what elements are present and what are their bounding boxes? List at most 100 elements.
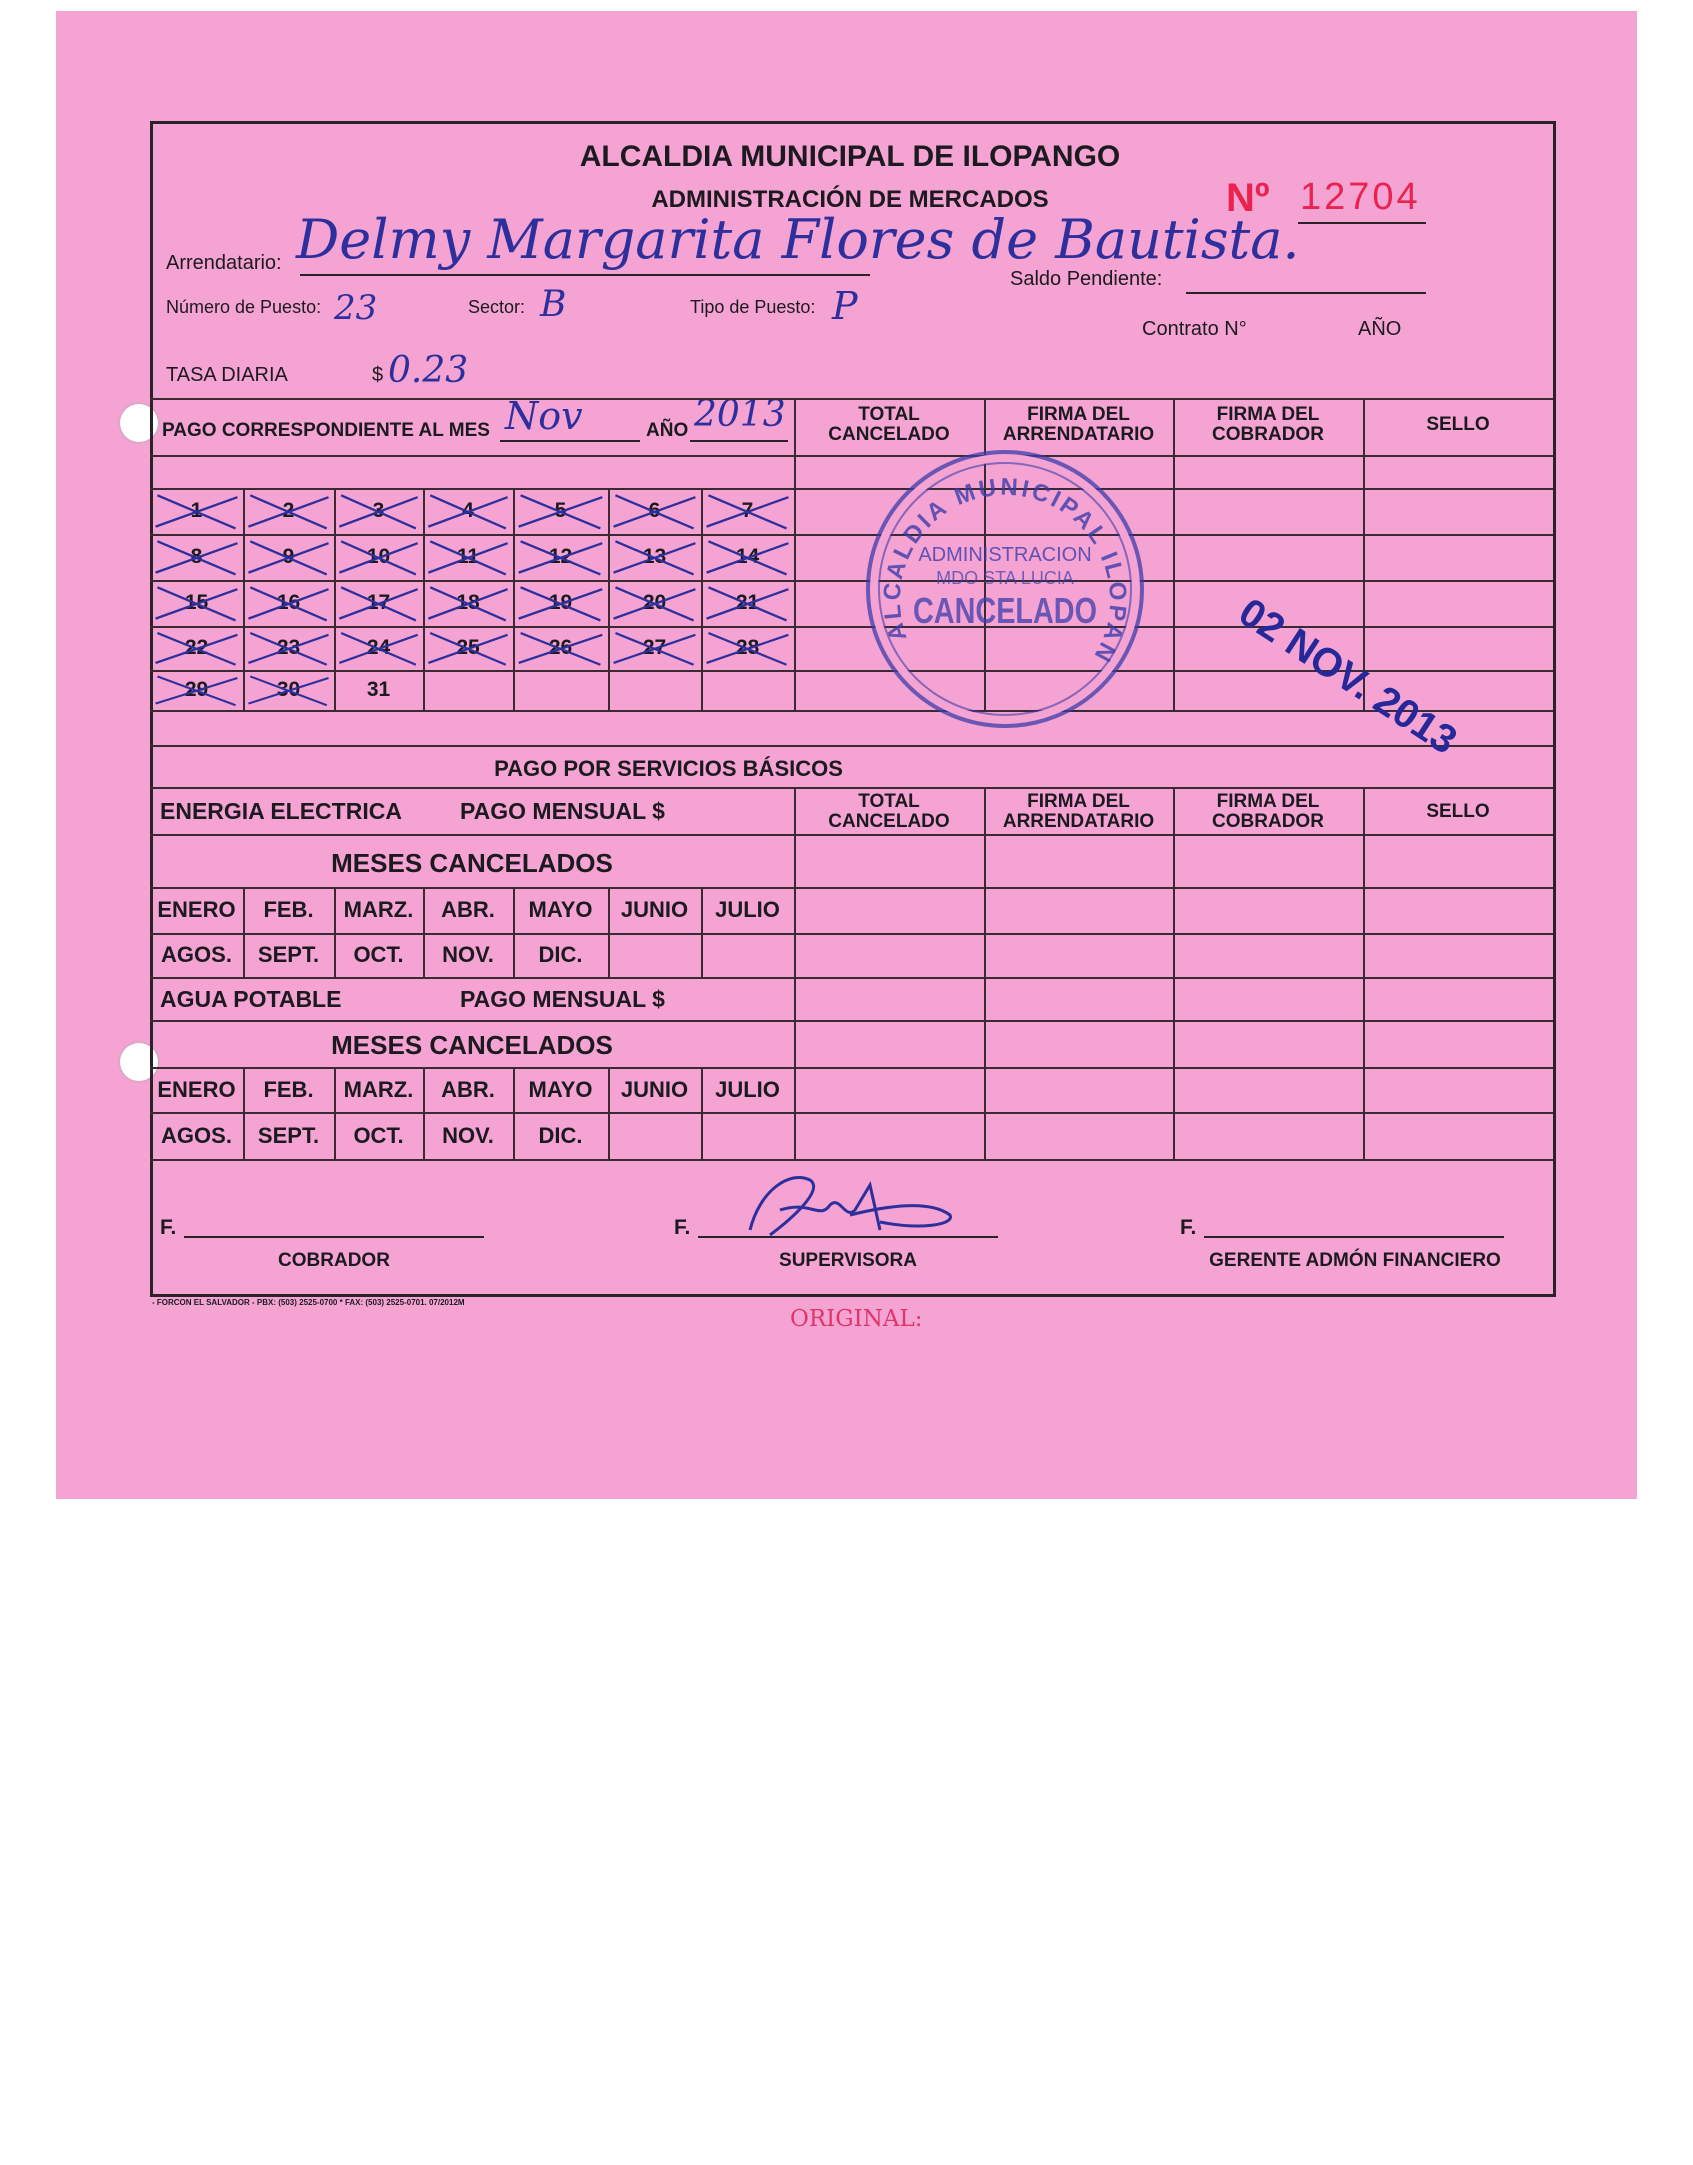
table-rule <box>150 488 1553 490</box>
day-cell: 4 <box>423 488 513 534</box>
day-cell: 5 <box>513 488 608 534</box>
contrato-anio-label: AÑO <box>1358 318 1402 340</box>
column-header: TOTAL CANCELADO <box>828 404 950 445</box>
day-cell: 20 <box>608 580 701 626</box>
month-cell: JUNIO <box>620 1076 689 1102</box>
cross-mark-icon <box>248 540 329 576</box>
sig-gerente-label: GERENTE ADMÓN FINANCIERO <box>1209 1250 1501 1271</box>
column-header: FIRMA DEL COBRADOR <box>1212 404 1324 445</box>
table-rule <box>150 787 1553 789</box>
cross-mark-icon <box>518 494 603 530</box>
table-rule <box>150 1067 1553 1069</box>
month-column-rule <box>701 887 703 977</box>
cross-mark-icon <box>155 540 238 576</box>
day-cell: 1 <box>150 488 243 534</box>
cross-mark-icon <box>338 586 419 622</box>
day-number: 30 <box>276 678 301 701</box>
table-rule <box>150 580 1553 582</box>
day-cell: 28 <box>701 626 794 670</box>
month-cell: OCT. <box>353 1122 404 1148</box>
stamp-line3: CANCELADO <box>913 590 1097 631</box>
column-rule <box>794 398 796 710</box>
day-cell: 6 <box>608 488 701 534</box>
column-rule <box>1173 787 1175 1159</box>
puesto-value: 23 <box>334 288 378 328</box>
day-number: 2 <box>282 499 295 522</box>
cross-mark-icon <box>338 632 419 666</box>
pago-anio-value: 2013 <box>694 394 786 435</box>
tasa-value: 0.23 <box>388 350 469 391</box>
tasa-currency: $ <box>372 364 384 386</box>
day-number: 29 <box>184 678 209 701</box>
month-cell: JUNIO <box>620 897 689 922</box>
table-rule <box>150 933 1553 935</box>
day-cell: 9 <box>243 534 334 580</box>
month-column-rule <box>243 1067 245 1159</box>
day-column-rule <box>513 488 515 710</box>
day-number: 19 <box>548 591 573 614</box>
day-number: 4 <box>462 499 474 522</box>
sector-value: B <box>540 284 567 325</box>
supervisora-signature <box>748 1176 952 1237</box>
month-cell: JULIO <box>715 897 780 922</box>
day-number: 31 <box>366 678 391 701</box>
cross-mark-icon <box>248 494 329 530</box>
day-column-rule <box>243 488 245 710</box>
day-number: 17 <box>366 591 391 614</box>
day-number: 8 <box>190 545 203 568</box>
printer-footer: - FORCON EL SALVADOR - PBX: (503) 2525-0… <box>152 1298 465 1307</box>
day-number: 9 <box>282 545 295 568</box>
servicios-title: PAGO POR SERVICIOS BÁSICOS <box>494 756 843 781</box>
day-number: 16 <box>276 591 301 614</box>
month-cell: SEPT. <box>257 942 320 967</box>
day-cell: 11 <box>423 534 513 580</box>
column-header: TOTAL CANCELADO <box>828 791 950 832</box>
column-header: SELLO <box>1426 414 1490 435</box>
cross-mark-icon <box>428 586 508 622</box>
form-subtitle: ADMINISTRACIÓN DE MERCADOS <box>651 186 1049 213</box>
cross-mark-icon <box>338 540 419 576</box>
day-number: 23 <box>276 636 301 659</box>
table-rule <box>150 670 1553 672</box>
table-rule <box>150 710 1553 712</box>
month-column-rule <box>243 887 245 977</box>
cross-mark-icon <box>155 632 238 666</box>
day-cell: 2 <box>243 488 334 534</box>
sig-prefix-cobrador: F. <box>160 1216 177 1239</box>
cross-mark-icon <box>428 494 508 530</box>
day-cell: 30 <box>243 670 334 710</box>
day-cell: 8 <box>150 534 243 580</box>
day-number: 15 <box>184 591 209 614</box>
cross-mark-icon <box>706 540 789 576</box>
column-rule <box>1363 398 1365 710</box>
column-header: FIRMA DEL ARRENDATARIO <box>1002 791 1155 832</box>
cross-mark-icon <box>155 675 238 707</box>
day-number: 6 <box>648 499 661 522</box>
agua-pago-mensual: PAGO MENSUAL $ <box>460 986 665 1012</box>
day-number: 24 <box>366 636 391 659</box>
cross-mark-icon <box>706 632 789 666</box>
month-cell: SEPT. <box>257 1122 320 1148</box>
contrato-label: Contrato N° <box>1142 318 1247 340</box>
month-cell: ENERO <box>157 1076 236 1102</box>
column-rule <box>1173 398 1175 710</box>
table-rule <box>150 398 1553 400</box>
day-number: 27 <box>642 636 667 659</box>
stamp-line2: MDO STA LUCIA <box>936 568 1074 588</box>
table-rule <box>150 626 1553 628</box>
tasa-label: TASA DIARIA <box>166 364 288 386</box>
day-column-rule <box>608 488 610 710</box>
day-cell: 13 <box>608 534 701 580</box>
arrendatario-value: Delmy Margarita Flores de Bautista. <box>296 208 1300 271</box>
day-cell: 16 <box>243 580 334 626</box>
table-rule <box>150 1020 1553 1022</box>
month-cell: NOV. <box>442 942 494 967</box>
day-cell: 17 <box>334 580 423 626</box>
cross-mark-icon <box>155 586 238 622</box>
day-number: 28 <box>735 636 760 659</box>
day-number: 12 <box>548 545 573 568</box>
column-rule <box>794 787 796 1159</box>
month-cell: MAYO <box>528 897 593 922</box>
day-number: 13 <box>642 545 667 568</box>
column-header: SELLO <box>1426 801 1490 822</box>
